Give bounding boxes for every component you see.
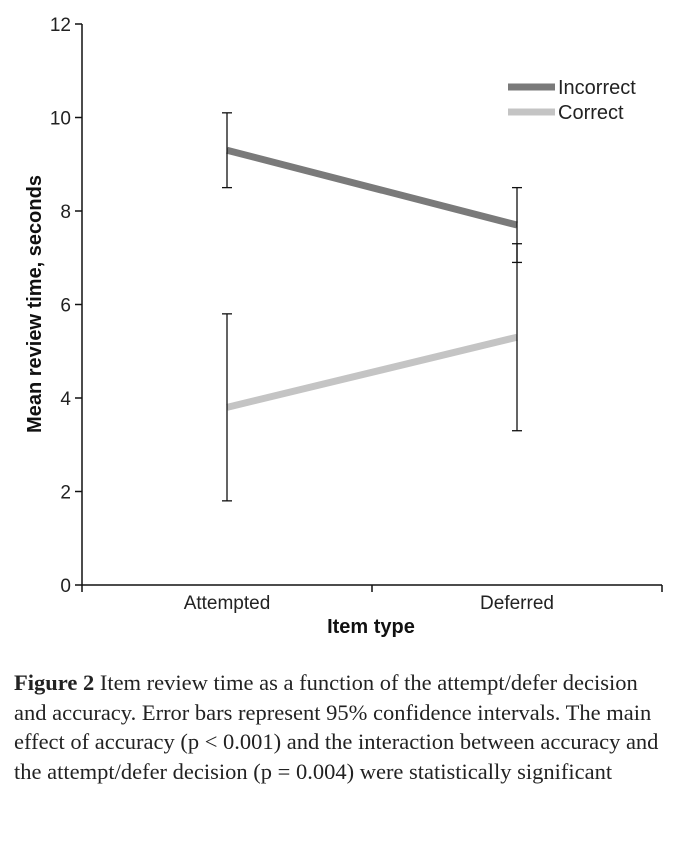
legend-label-incorrect: Incorrect [558, 77, 636, 99]
series-line-incorrect [226, 146, 518, 229]
y-axis-ticks: 0 2 4 6 8 10 12 [50, 15, 82, 597]
legend: Incorrect Correct [508, 77, 636, 124]
error-bar-incorrect [222, 112, 232, 189]
x-tick-label: Deferred [480, 593, 554, 614]
error-bars [222, 112, 522, 502]
y-tick-label: 4 [60, 389, 71, 410]
error-bar-correct [512, 243, 522, 432]
series-line-correct [226, 333, 518, 411]
y-tick-label: 8 [60, 202, 71, 223]
line-chart: 0 2 4 6 8 10 12 Attempted Deferred Mean review … [24, 15, 663, 638]
figure-caption: Figure 2 Item review time as a function … [14, 668, 674, 786]
legend-label-correct: Correct [558, 102, 624, 124]
series-lines [226, 146, 518, 411]
y-tick-label: 2 [60, 483, 71, 504]
y-tick-label: 6 [60, 296, 71, 317]
x-tick-label: Attempted [184, 593, 271, 614]
y-axis-title: Mean review time, seconds [24, 175, 46, 433]
y-tick-label: 0 [60, 576, 71, 597]
figure-label: Figure 2 [14, 670, 95, 695]
y-tick-label: 12 [50, 15, 71, 36]
error-bar-correct [222, 313, 232, 502]
y-tick-label: 10 [50, 109, 71, 130]
x-axis-ticks: Attempted Deferred [81, 585, 663, 614]
x-axis-title: Item type [327, 616, 415, 638]
caption-text: Item review time as a function of the at… [14, 670, 659, 784]
